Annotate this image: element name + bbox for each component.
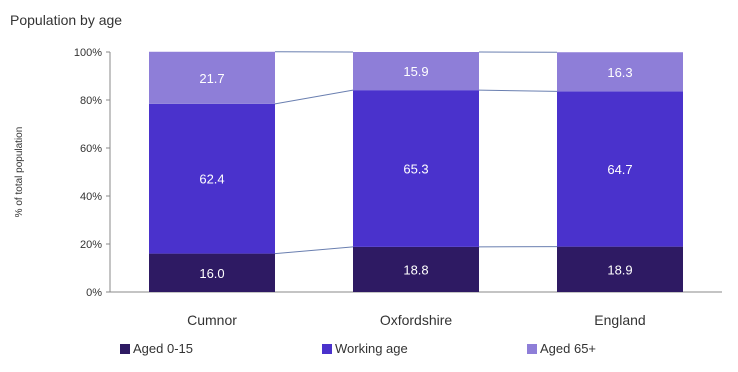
bar-segment: [353, 246, 479, 292]
x-tick-label: Cumnor: [187, 312, 237, 328]
bar-segment: [149, 253, 275, 292]
bar-data-label: 64.7: [607, 162, 632, 177]
bar-segment: [149, 51, 275, 104]
bar-data-label: 16.0: [199, 266, 224, 281]
legend-swatch: [322, 344, 332, 354]
bar-data-label: 18.9: [607, 262, 632, 277]
series-connector-line: [274, 246, 354, 255]
series-connector-line: [478, 89, 558, 92]
bar-data-label: 16.3: [607, 65, 632, 80]
x-tick-label: England: [594, 312, 645, 328]
plot-area: 0% 20% 40% 60% 80% 100% 16.0 62.4 21.7 Cumnor 18.8…: [74, 47, 722, 328]
y-tick-label: 40%: [80, 191, 102, 203]
bar-data-label: 21.7: [199, 71, 224, 86]
bar-segment: [557, 52, 683, 92]
y-tick-label: 100%: [74, 47, 102, 59]
series-connector-line: [274, 89, 354, 105]
y-tick-label: 20%: [80, 239, 102, 251]
bar-segment: [353, 90, 479, 247]
bar-data-label: 62.4: [199, 172, 224, 187]
chart-title: Population by age: [10, 12, 122, 28]
y-tick-label: 80%: [80, 95, 102, 107]
bar-segment: [353, 52, 479, 91]
bar-data-label: 18.8: [403, 262, 428, 277]
y-tick-label: 60%: [80, 143, 102, 155]
legend-label: Aged 0-15: [133, 341, 193, 356]
bar-data-label: 15.9: [403, 64, 428, 79]
legend-swatch: [527, 344, 537, 354]
bar-data-label: 65.3: [403, 162, 428, 177]
bar-segment: [149, 103, 275, 254]
legend-label: Working age: [335, 341, 408, 356]
legend: Aged 0-15 Working age Aged 65+: [120, 341, 596, 356]
legend-label: Aged 65+: [540, 341, 596, 356]
bar-segment: [557, 91, 683, 247]
x-tick-label: Oxfordshire: [380, 312, 453, 328]
y-tick-label: 0%: [86, 287, 102, 299]
y-axis-label: % of total population: [14, 127, 25, 218]
bar-segment: [557, 246, 683, 292]
legend-swatch: [120, 344, 130, 354]
